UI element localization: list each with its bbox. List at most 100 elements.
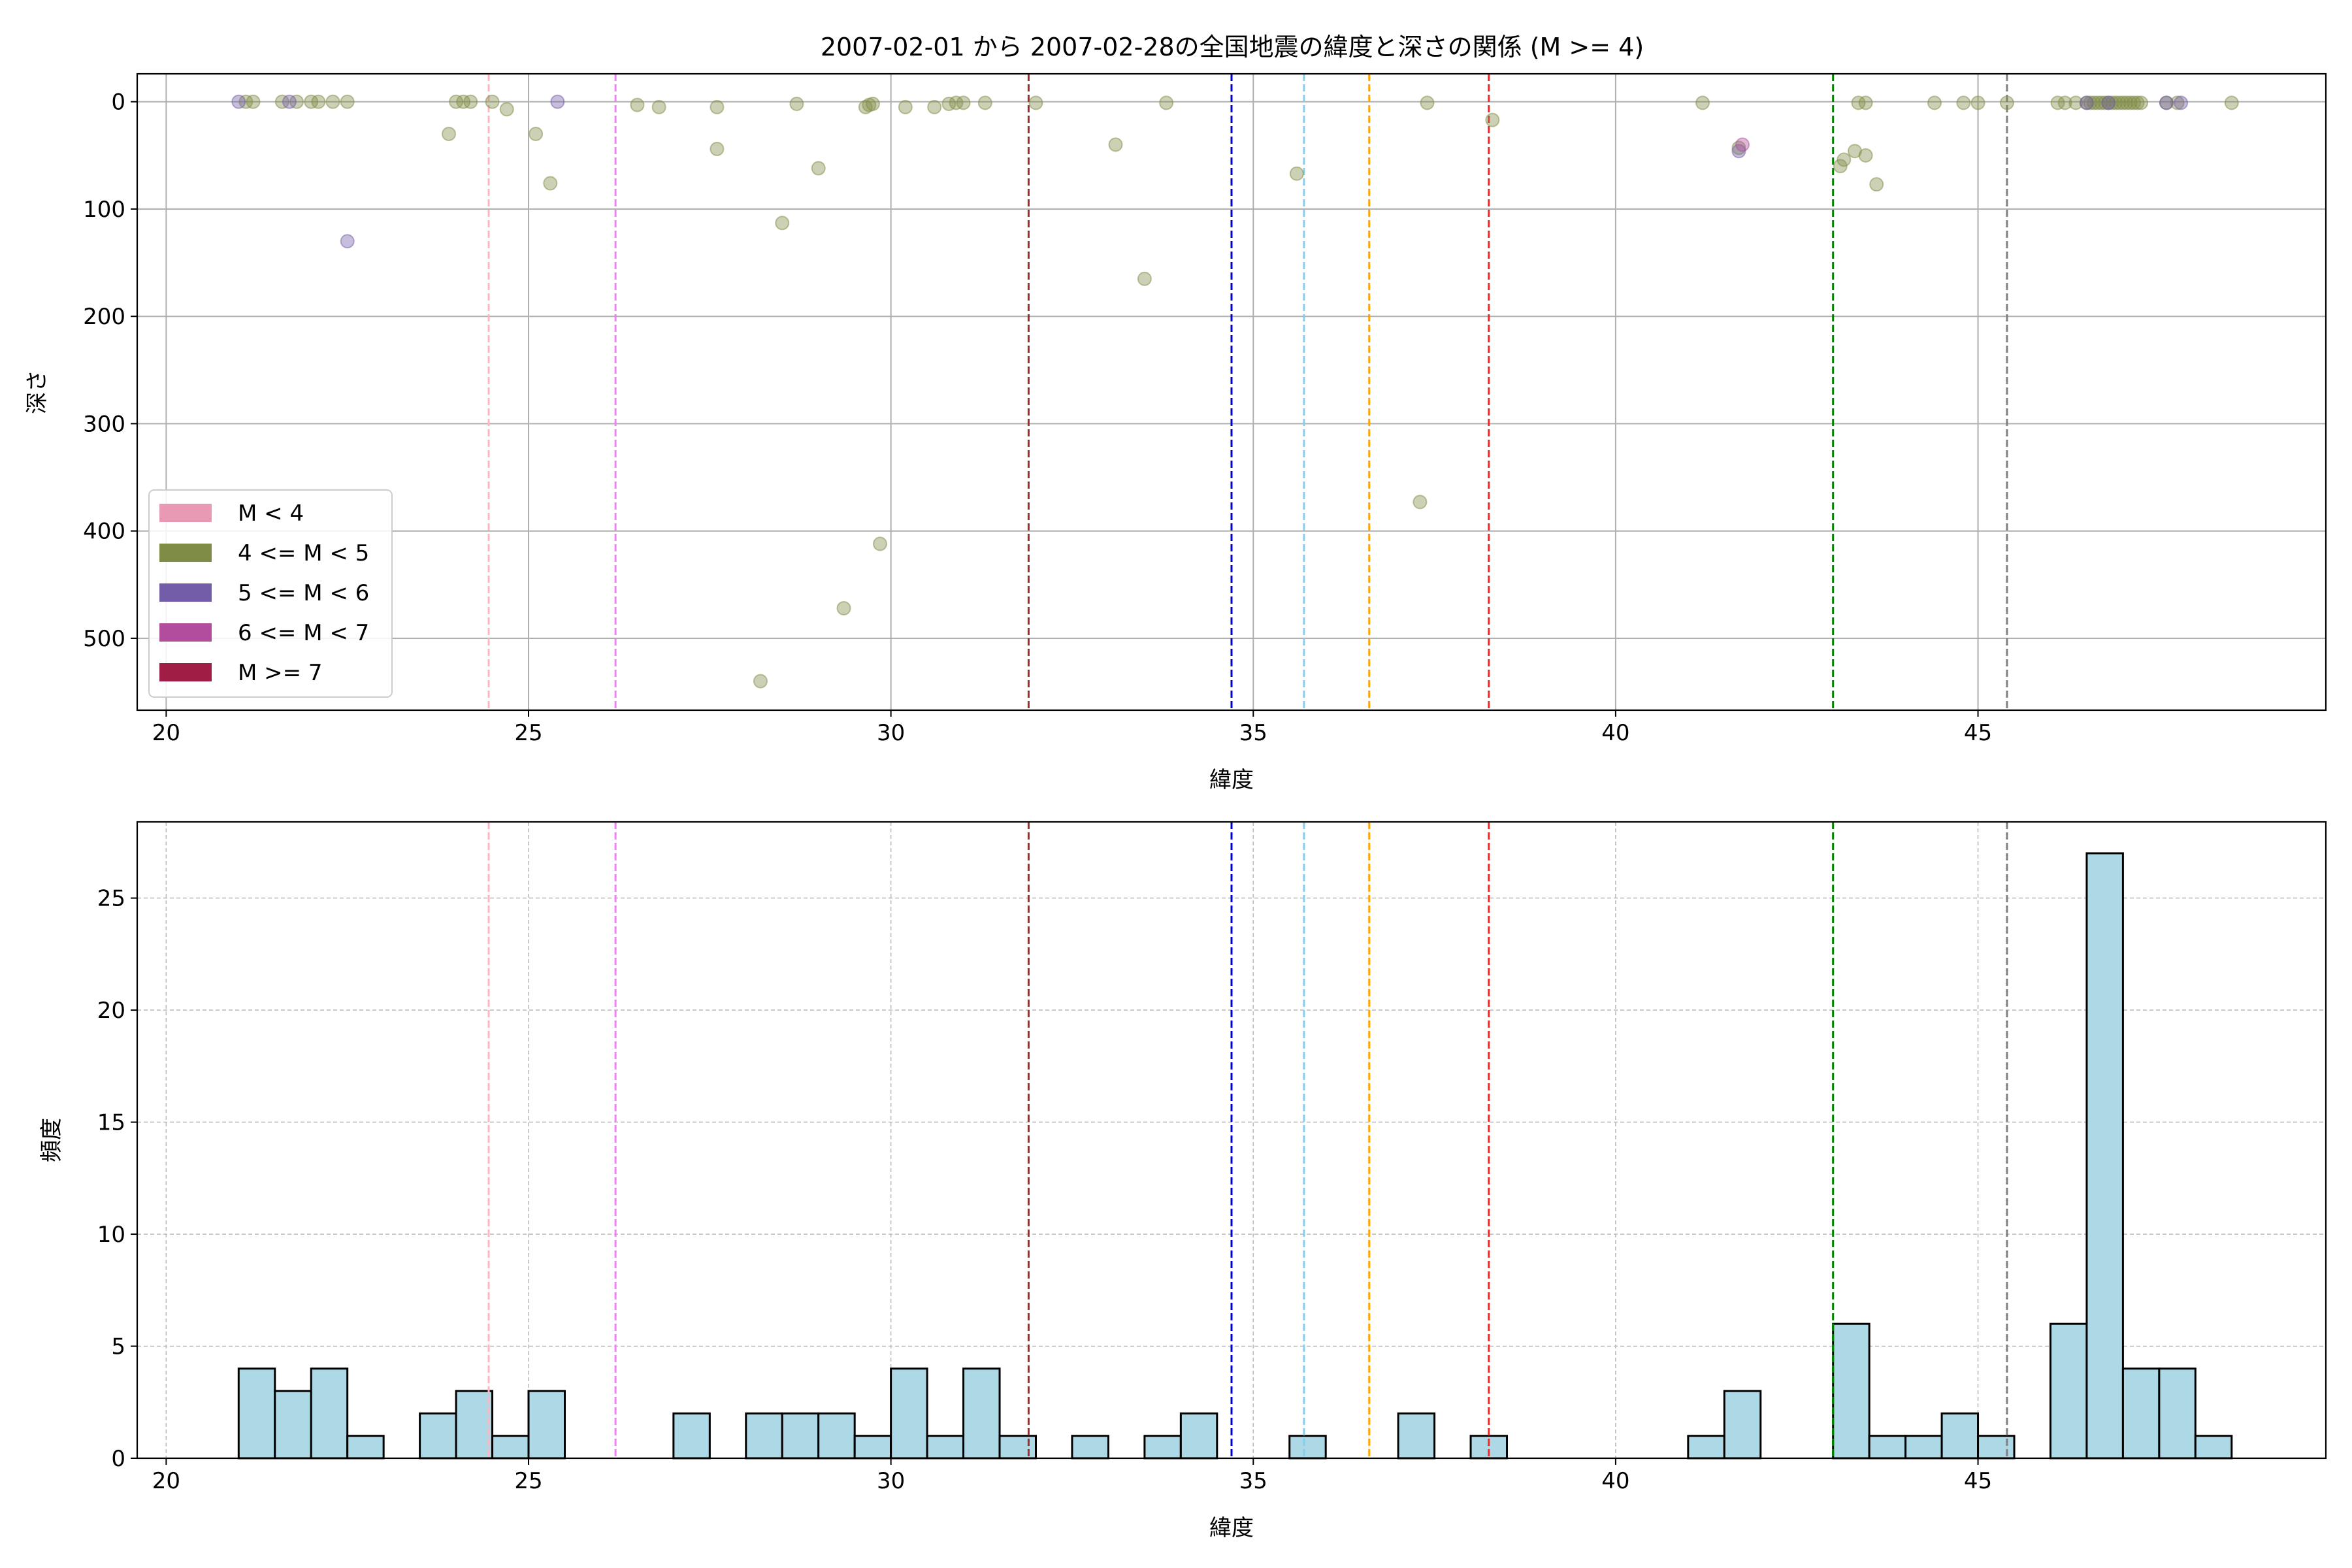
histogram-plot-frame: [136, 821, 2327, 1460]
scatter-point: [898, 99, 913, 114]
histogram-bars: [237, 852, 2233, 1460]
scatter-point: [441, 126, 456, 141]
legend-swatch: [159, 623, 212, 642]
histogram-x-tick-label: 30: [877, 1468, 905, 1494]
scatter-point: [238, 94, 253, 109]
histogram-bar: [1071, 1435, 1109, 1460]
histogram-bar: [346, 1435, 385, 1460]
scatter-y-tick-label: 100: [83, 197, 125, 223]
legend-swatch: [159, 544, 212, 562]
scatter-point: [1137, 271, 1152, 286]
scatter-point: [977, 95, 992, 110]
legend-swatch: [159, 663, 212, 681]
scatter-point: [1851, 95, 1866, 110]
scatter-point: [2112, 95, 2127, 110]
histogram-bar: [2049, 1322, 2088, 1460]
scatter-x-tick-label: 25: [514, 720, 542, 746]
histogram-bar: [527, 1390, 566, 1460]
scatter-y-axis-label: 深さ: [24, 370, 50, 414]
scatter-x-tick-label: 35: [1239, 720, 1267, 746]
legend-label: 6 <= M < 7: [238, 620, 369, 646]
scatter-point: [304, 94, 319, 109]
scatter-reference-lines: [487, 74, 2008, 710]
scatter-point: [1858, 148, 1873, 163]
histogram-x-tick-label: 45: [1964, 1468, 1992, 1494]
histogram-reference-lines: [487, 822, 2008, 1458]
scatter-point: [325, 94, 340, 109]
histogram-x-tick-label: 35: [1239, 1468, 1267, 1494]
scatter-point: [1837, 152, 1852, 167]
scatter-point: [956, 95, 971, 110]
scatter-point: [2174, 95, 2189, 110]
scatter-point: [1869, 177, 1884, 192]
scatter-point: [456, 94, 471, 109]
histogram-bar: [890, 1367, 928, 1460]
histogram-bar: [2194, 1435, 2233, 1460]
histogram-bar: [1687, 1435, 1725, 1460]
scatter-point: [2097, 95, 2112, 110]
histogram-bar: [1179, 1412, 1218, 1460]
histogram-bar: [310, 1367, 349, 1460]
histogram-bar: [926, 1435, 965, 1460]
scatter-point: [2170, 95, 2185, 110]
legend-label: M >= 7: [238, 660, 323, 686]
scatter-y-tick-label: 0: [111, 90, 125, 116]
scatter-point: [1858, 95, 1873, 110]
histogram-bar: [745, 1412, 783, 1460]
scatter-point: [2108, 95, 2123, 110]
scatter-point: [2123, 95, 2138, 110]
histogram-bar: [1868, 1435, 1907, 1460]
histogram-bar: [491, 1435, 530, 1460]
scatter-point: [246, 94, 261, 109]
scatter-point: [340, 94, 355, 109]
legend: M < 4 4 <= M < 5 5 <= M < 6 6 <= M < 7 M >= …: [148, 489, 393, 698]
scatter-point: [775, 216, 790, 231]
scatter-point: [2134, 95, 2149, 110]
scatter-point: [710, 99, 725, 114]
scatter-point: [651, 99, 666, 114]
scatter-point: [2104, 95, 2119, 110]
scatter-point: [311, 94, 326, 109]
histogram-y-tick-label: 5: [111, 1334, 125, 1360]
scatter-point: [1420, 95, 1435, 110]
scatter-point: [550, 94, 565, 109]
histogram-bar: [2121, 1367, 2161, 1460]
histogram-bar: [237, 1367, 276, 1460]
histogram-bar: [1288, 1435, 1327, 1460]
scatter-point: [543, 176, 558, 191]
histogram-bar: [853, 1435, 892, 1460]
scatter-point: [2090, 95, 2105, 110]
scatter-point: [2094, 95, 2109, 110]
histogram-bar: [1723, 1390, 1762, 1460]
legend-swatch: [159, 504, 212, 522]
legend-swatch: [159, 583, 212, 602]
scatter-point: [2127, 95, 2142, 110]
histogram-y-tick-label: 0: [111, 1446, 125, 1472]
scatter-point: [630, 97, 645, 112]
scatter-point: [2224, 95, 2239, 110]
scatter-point: [2159, 95, 2174, 110]
scatter-point: [753, 674, 768, 689]
scatter-plot: 20 25 30 35 40 45 0 100 200 300 400 500 緯度 深さ M < 4…: [24, 73, 2327, 793]
histogram-x-tick-label: 40: [1601, 1468, 1629, 1494]
scatter-point: [463, 94, 478, 109]
scatter-points: [231, 94, 2239, 689]
scatter-axis-ticks: 20 25 30 35 40 45 0 100 200 300 400 500: [83, 90, 1992, 746]
scatter-x-tick-label: 30: [877, 720, 905, 746]
scatter-point: [2087, 95, 2102, 110]
scatter-point: [1735, 137, 1750, 152]
histogram-bar: [2085, 852, 2124, 1460]
histogram-bar: [781, 1412, 820, 1460]
histogram-bar: [1904, 1435, 1943, 1460]
scatter-point: [1695, 95, 1710, 110]
histogram-x-tick-label: 20: [152, 1468, 180, 1494]
chart-title: 2007-02-01 から 2007-02-28の全国地震の緯度と深さの関係 (…: [821, 33, 1644, 61]
scatter-point: [1289, 166, 1304, 181]
scatter-point: [340, 234, 355, 249]
legend-label: 5 <= M < 6: [238, 580, 369, 606]
scatter-point: [1927, 95, 1942, 110]
scatter-point: [836, 600, 851, 615]
scatter-point: [274, 94, 289, 109]
scatter-point: [1485, 112, 1500, 127]
scatter-point: [289, 94, 304, 109]
